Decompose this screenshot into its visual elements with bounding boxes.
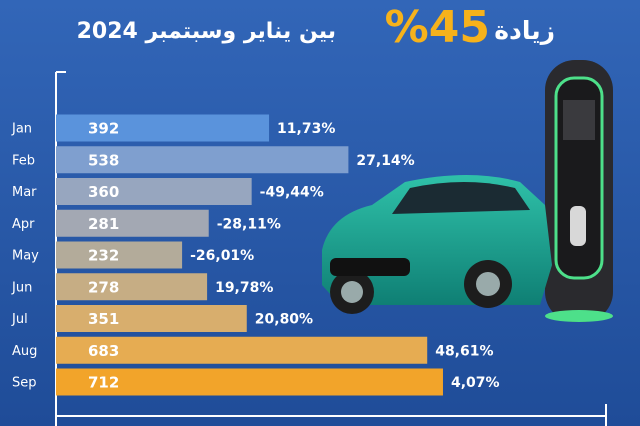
category-label: Jan: [11, 122, 32, 137]
charging-station: [545, 60, 613, 322]
bar: [56, 273, 208, 301]
bar: [56, 146, 349, 174]
value-label: 683: [88, 342, 119, 360]
category-label: Mar: [12, 185, 37, 200]
title-highlight: %45: [385, 2, 490, 53]
bar: [56, 368, 443, 396]
category-label: Apr: [12, 217, 35, 232]
change-label: 11,73%: [277, 121, 335, 137]
category-label: Aug: [12, 344, 37, 359]
category-label: May: [12, 249, 39, 264]
bar: [56, 336, 428, 364]
change-label: 27,14%: [356, 153, 414, 169]
value-label: 538: [88, 151, 119, 169]
change-label: -28,11%: [217, 216, 281, 232]
title-end: بين يناير وسبتمبر 2024: [77, 19, 336, 44]
bar: [56, 114, 270, 142]
bar: [56, 241, 183, 269]
car: [322, 175, 552, 314]
change-label: -49,44%: [260, 185, 324, 201]
change-label: -26,01%: [190, 248, 254, 264]
change-label: 20,80%: [255, 312, 313, 328]
value-label: 278: [88, 278, 119, 296]
category-label: Feb: [12, 153, 35, 168]
value-label: 281: [88, 215, 119, 233]
value-label: 712: [88, 374, 119, 392]
change-label: 4,07%: [451, 375, 500, 391]
category-label: Jul: [11, 312, 28, 327]
bar: [56, 178, 252, 205]
category-label: Sep: [12, 376, 37, 391]
bar: [56, 305, 247, 332]
change-label: 48,61%: [435, 343, 493, 359]
value-label: 392: [88, 120, 119, 138]
change-label: 19,78%: [215, 280, 273, 296]
bar: [56, 209, 209, 237]
value-label: 360: [88, 183, 119, 201]
title-start: زيادة: [494, 16, 555, 45]
value-label: 351: [88, 310, 119, 328]
value-label: 232: [88, 247, 119, 265]
category-label: Jun: [11, 280, 32, 295]
